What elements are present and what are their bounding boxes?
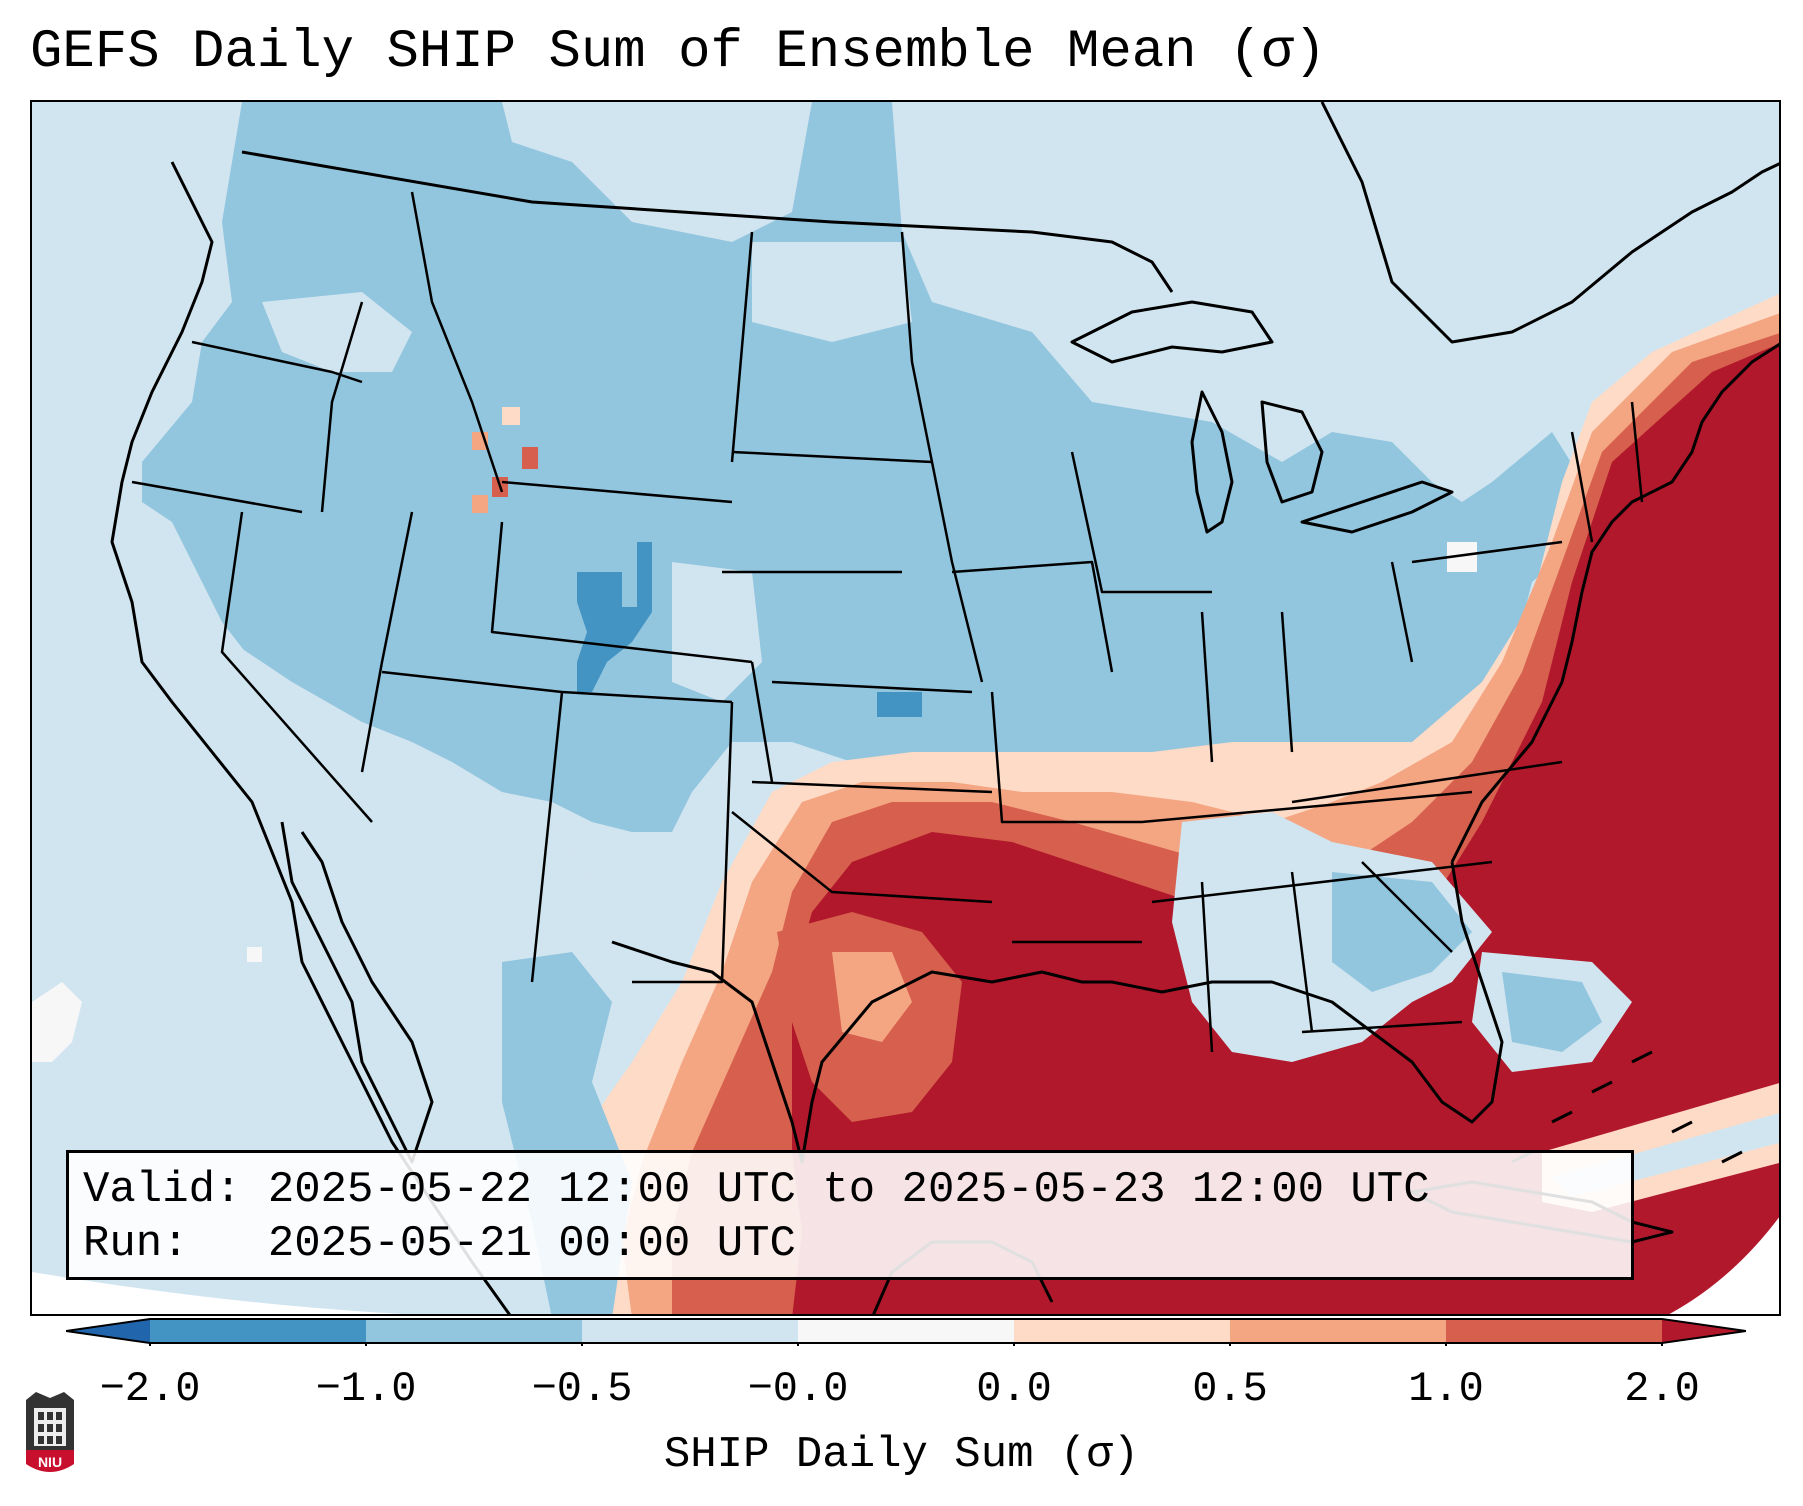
border-nv-ut [360,511,414,773]
border-wi-il [1070,451,1212,594]
colorbar-segment [150,1319,367,1343]
run-time-line: Run: 2025-05-21 00:00 UTC [83,1219,796,1269]
projection-edge-left [32,1272,403,1314]
field-region-pacific-white [32,982,82,1062]
field-speck-3 [522,447,538,469]
border-id-mt [410,191,504,493]
colorbar-tick-label: −0.0 [747,1365,849,1413]
colorbar-label: SHIP Daily Sum (σ) [663,1430,1140,1480]
colorbar-over-extension [1662,1319,1746,1343]
colorbar-tick-label: 1.0 [1408,1365,1484,1413]
field-region-atlantic-medium [1502,972,1602,1052]
border-ga-sc [1361,861,1453,953]
niu-logo: NIU [26,1392,74,1472]
us-canada-border [241,150,1174,293]
colorbar-segment [582,1319,799,1343]
lake-michigan [1190,390,1234,534]
valid-time-line: Valid: 2025-05-22 12:00 UTC to 2025-05-2… [83,1165,1430,1215]
border-tn-ms-al [1151,860,1493,904]
border-oh-pa [1390,561,1414,663]
lake-erie-ontario [1300,480,1454,534]
field-region-california-coast [102,482,332,842]
border-ks-ok [751,780,993,794]
border-ia-mo [951,560,1114,673]
border-ms-al [1200,881,1214,1053]
field-region-plains-light [752,242,912,342]
logo-text: NIU [38,1454,62,1470]
field-speck-7 [247,947,262,962]
colorbar-under-extension [66,1319,150,1343]
border-or-id [320,301,364,513]
field-region-southeast-medium-blue [1332,872,1472,992]
border-mt-nd [730,231,754,463]
border-wa-or [191,340,363,384]
border-or-ca [131,480,303,514]
colorbar-tick-label: 2.0 [1624,1365,1700,1413]
border-nd-sd [731,450,933,464]
state-borders-layer [131,191,1644,1053]
border-wy-co [490,521,753,664]
colorbar-segment [798,1319,1015,1343]
border-mo-ar [990,691,1142,824]
border-mt-wy [501,480,733,504]
colorbar-segments [150,1319,1663,1343]
colorbar-tick-labels: −2.0 −1.0 −0.5 −0.0 0.0 0.5 1.0 2.0 [0,1365,1803,1425]
projection-edge-right [1669,1217,1779,1314]
page-title: GEFS Daily SHIP Sum of Ensemble Mean (σ) [30,22,1327,83]
border-ga-fl [1301,1020,1463,1034]
lake-huron [1260,400,1324,504]
colorbar-segment [366,1319,583,1343]
field-region-northwest-patch [262,292,412,372]
border-co-ks [750,661,774,783]
canada-coast [1320,102,1779,344]
border-ky-tn [1141,790,1473,824]
colorbar-tick-label: −0.5 [531,1365,633,1413]
border-ne-ks [771,680,973,694]
border-nm-tx [632,701,734,984]
border-al-ga [1290,871,1314,1033]
border-in-oh [1280,611,1294,753]
border-il-in [1200,611,1214,763]
field-region-kansas-dark [877,692,922,717]
pacific-coastline [110,161,511,1314]
field-speck-5 [472,495,488,513]
valid-time-info-box: Valid: 2025-05-22 12:00 UTC to 2025-05-2… [66,1150,1634,1280]
field-region-south-dark-red [792,343,1779,1314]
colorbar-segment [1446,1319,1663,1343]
field-region-texas-light [832,952,912,1042]
border-nc-va [1291,760,1563,804]
map-panel [30,100,1781,1316]
map-canvas [32,102,1779,1314]
colorbar-segment [1014,1319,1231,1343]
colorbar-tick-label: −2.0 [99,1365,201,1413]
field-region-rockies-light [672,562,762,702]
gulf-coastline [611,861,1504,1164]
colorbar-tick-label: 0.5 [1192,1365,1268,1413]
lake-superior [1070,300,1274,364]
border-mn [900,231,984,683]
field-region-colorado-dark [577,542,652,692]
border-ok-tx [731,811,993,904]
colorbar-segment [1230,1319,1447,1343]
border-ne-states [1570,401,1644,543]
field-speck-2 [502,407,520,425]
colorbar [66,1318,1746,1346]
field-region-west-negative [142,102,1592,832]
border-pa-ny [1411,540,1563,564]
colorbar-tick-label: −1.0 [315,1365,417,1413]
border-az-nm [530,691,564,983]
border-ca-nv [220,511,373,823]
colorbar-tick-label: 0.0 [976,1365,1052,1413]
coastline-layer [110,102,1779,1314]
atlantic-coastline [1450,342,1779,863]
